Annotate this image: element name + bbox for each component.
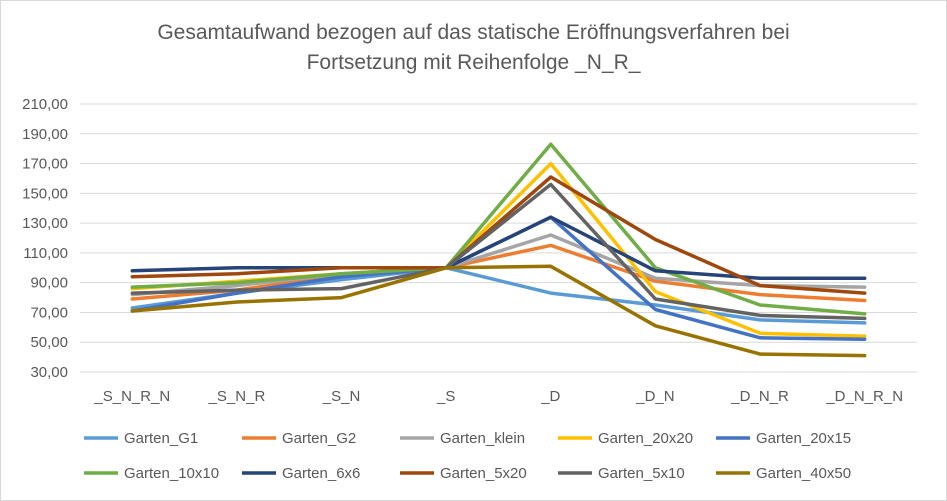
y-tick-label: 170,00: [22, 156, 68, 173]
y-tick-label: 90,00: [30, 275, 68, 292]
y-axis-ticks: 210,00 190,00 170,00 150,00 130,00 110,00 90,0…: [22, 96, 68, 381]
x-tick-label: _S: [436, 388, 455, 405]
series-line: [130, 243, 867, 303]
legend-label: Garten_G2: [282, 430, 356, 447]
y-tick-label: 110,00: [23, 245, 68, 262]
series-line: [130, 182, 867, 321]
y-tick-label: 30,00: [30, 364, 68, 381]
series-line: [130, 264, 867, 358]
series-line: [130, 142, 867, 316]
x-tick-label: _D_N: [635, 388, 674, 405]
y-tick-label: 210,00: [22, 96, 68, 113]
legend-item: Garten_5x10: [558, 465, 685, 482]
series-line: [130, 175, 867, 295]
x-tick-label: _S_N_R_N: [93, 388, 170, 405]
legend-label: Garten_6x6: [282, 465, 360, 482]
x-tick-label: _D_N_R_N: [825, 388, 903, 405]
y-tick-label: 150,00: [22, 185, 68, 202]
gridlines: [80, 103, 917, 373]
chart-title-line-2: Fortsetzung mit Reihenfolge _N_R_: [306, 51, 641, 74]
x-tick-label: _D: [540, 388, 560, 405]
legend-item: Garten_G2: [242, 430, 356, 447]
legend-item: Garten_6x6: [242, 465, 360, 482]
legend-label: Garten_G1: [124, 430, 198, 447]
legend-item: Garten_20x15: [716, 430, 851, 447]
legend-label: Garten_klein: [440, 430, 525, 447]
legend-label: Garten_20x20: [598, 430, 693, 447]
legend-item: Garten_20x20: [558, 430, 693, 447]
legend-item: Garten_40x50: [716, 465, 851, 482]
x-tick-label: _S_N_R: [208, 388, 266, 405]
x-axis-ticks: _S_N_R_N _S_N_R _S_N _S _D _D_N _D_N_R _D_N_R_N: [93, 388, 903, 405]
legend-label: Garten_20x15: [756, 430, 851, 447]
chart-title-line-1: Gesamtaufwand bezogen auf das statische …: [157, 21, 790, 44]
chart-title: Gesamtaufwand bezogen auf das statische …: [60, 18, 887, 78]
legend-item: Garten_5x20: [400, 465, 527, 482]
y-tick-label: 130,00: [22, 215, 68, 232]
y-tick-label: 50,00: [30, 334, 68, 351]
series-line: [130, 233, 867, 297]
legend-item: Garten_klein: [400, 430, 525, 447]
legend-label: Garten_5x10: [598, 465, 685, 482]
legend: Garten_G1 Garten_G2 Garten_klein Garten_20x…: [84, 430, 851, 482]
x-tick-label: _D_N_R: [730, 388, 789, 405]
x-tick-label: _S_N: [322, 388, 361, 405]
legend-item: Garten_10x10: [84, 465, 219, 482]
legend-label: Garten_5x20: [440, 465, 527, 482]
series-lines: [130, 142, 867, 358]
legend-label: Garten_40x50: [756, 465, 851, 482]
y-tick-label: 190,00: [22, 126, 68, 143]
y-tick-label: 70,00: [30, 304, 68, 321]
legend-item: Garten_G1: [84, 430, 198, 447]
legend-label: Garten_10x10: [124, 465, 219, 482]
